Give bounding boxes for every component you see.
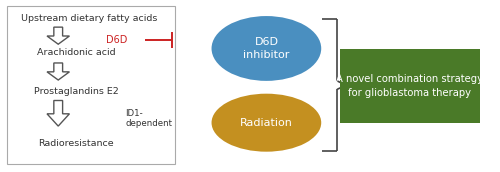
FancyBboxPatch shape <box>6 6 174 164</box>
Text: D6D
inhibitor: D6D inhibitor <box>243 37 290 60</box>
Text: Radiation: Radiation <box>240 118 293 128</box>
Text: A novel combination strategy
for glioblastoma therapy: A novel combination strategy for gliobla… <box>336 74 483 98</box>
FancyBboxPatch shape <box>340 49 480 123</box>
Ellipse shape <box>212 94 321 152</box>
Text: Arachidonic acid: Arachidonic acid <box>37 48 116 57</box>
Text: ID1-
dependent: ID1- dependent <box>125 109 172 128</box>
Text: Prostaglandins E2: Prostaglandins E2 <box>34 87 118 96</box>
Text: D6D: D6D <box>106 35 127 45</box>
Text: Radioresistance: Radioresistance <box>38 139 114 148</box>
Ellipse shape <box>212 16 321 81</box>
Text: Upstream dietary fatty acids: Upstream dietary fatty acids <box>21 14 158 23</box>
